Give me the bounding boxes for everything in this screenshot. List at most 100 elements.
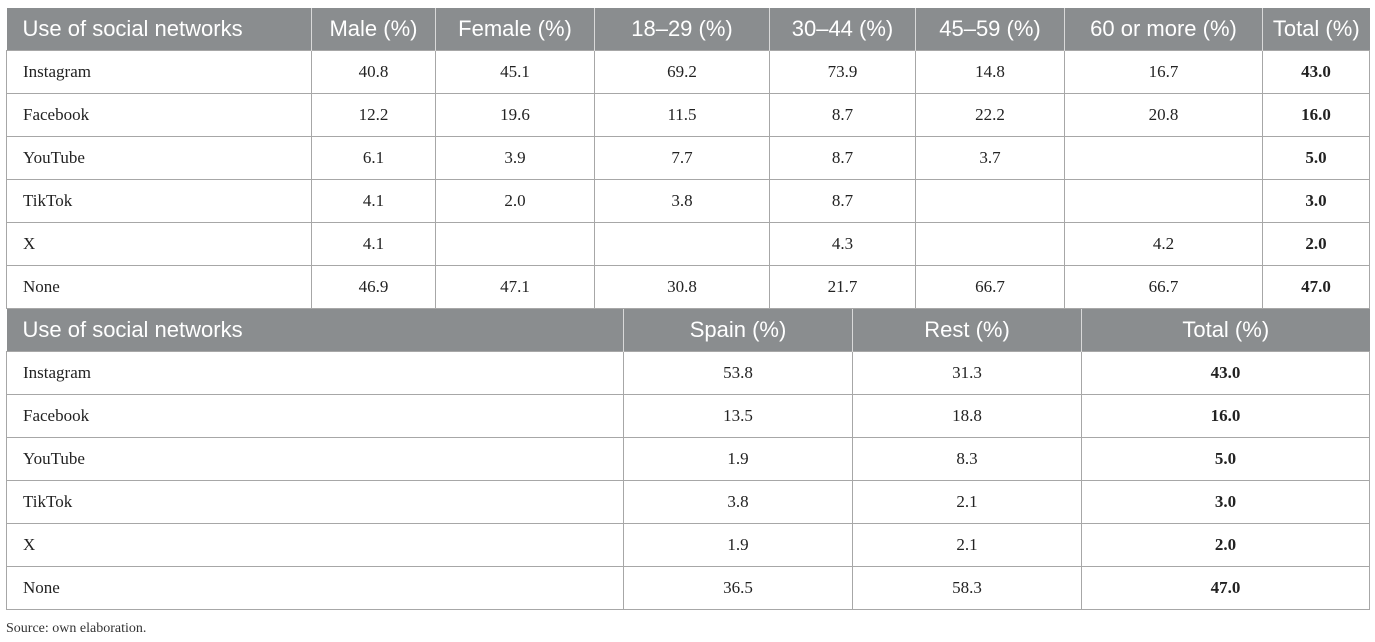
table-cell: 30.8 <box>594 265 770 309</box>
table-cell <box>435 222 595 266</box>
table-row: Instagram 40.8 45.1 69.2 73.9 14.8 16.7 43.0 <box>6 50 1370 94</box>
table-cell: 16.0 <box>1262 93 1370 137</box>
table-cell: 4.1 <box>311 179 436 223</box>
table-cell: 58.3 <box>852 566 1082 610</box>
table-cell: 8.7 <box>769 136 916 180</box>
table-row: Instagram 53.8 31.3 43.0 <box>6 351 1370 395</box>
row-label-cell: Facebook <box>6 93 312 137</box>
table-cell: 3.8 <box>594 179 770 223</box>
table-cell: 16.7 <box>1064 50 1263 94</box>
header-cell: Rest (%) <box>852 309 1082 352</box>
table-cell: 19.6 <box>435 93 595 137</box>
source-note: Source: own elaboration. <box>6 621 147 636</box>
table-cell: 40.8 <box>311 50 436 94</box>
header-cell: Female (%) <box>435 8 595 51</box>
table-row: Facebook 13.5 18.8 16.0 <box>6 394 1370 438</box>
header-cell: 45–59 (%) <box>915 8 1065 51</box>
table-cell: 18.8 <box>852 394 1082 438</box>
row-label-cell: None <box>6 265 312 309</box>
header-cell: Use of social networks <box>6 309 624 352</box>
table-cell: 5.0 <box>1081 437 1370 481</box>
table-cell: 66.7 <box>1064 265 1263 309</box>
table-cell: 43.0 <box>1262 50 1370 94</box>
table-header-row: Use of social networks Spain (%) Rest (%… <box>6 309 1370 352</box>
table-cell: 2.0 <box>1081 523 1370 567</box>
table-cell: 69.2 <box>594 50 770 94</box>
table-by-gender-age: Use of social networks Male (%) Female (… <box>6 8 1370 309</box>
table-cell: 11.5 <box>594 93 770 137</box>
header-cell: 60 or more (%) <box>1064 8 1263 51</box>
row-label-cell: X <box>6 222 312 266</box>
table-cell: 3.0 <box>1081 480 1370 524</box>
table-row: YouTube 6.1 3.9 7.7 8.7 3.7 5.0 <box>6 136 1370 180</box>
table-cell: 3.0 <box>1262 179 1370 223</box>
table-row: None 36.5 58.3 47.0 <box>6 566 1370 610</box>
header-cell: 18–29 (%) <box>594 8 770 51</box>
table-cell <box>594 222 770 266</box>
table-cell: 13.5 <box>623 394 853 438</box>
table-cell <box>1064 179 1263 223</box>
row-label-cell: Facebook <box>6 394 624 438</box>
table-cell: 2.0 <box>435 179 595 223</box>
table-cell: 47.1 <box>435 265 595 309</box>
table-row: X 4.1 4.3 4.2 2.0 <box>6 222 1370 266</box>
table-row: TikTok 4.1 2.0 3.8 8.7 3.0 <box>6 179 1370 223</box>
table-cell: 4.1 <box>311 222 436 266</box>
tables-container: Use of social networks Male (%) Female (… <box>6 8 1370 610</box>
table-cell: 47.0 <box>1262 265 1370 309</box>
table-cell: 45.1 <box>435 50 595 94</box>
table-cell: 3.7 <box>915 136 1065 180</box>
row-label-cell: TikTok <box>6 179 312 223</box>
table-cell: 8.3 <box>852 437 1082 481</box>
table-cell: 2.0 <box>1262 222 1370 266</box>
table-cell: 47.0 <box>1081 566 1370 610</box>
table-cell: 66.7 <box>915 265 1065 309</box>
header-cell: Total (%) <box>1081 309 1370 352</box>
table-cell: 43.0 <box>1081 351 1370 395</box>
table-by-country: Use of social networks Spain (%) Rest (%… <box>6 309 1370 610</box>
row-label-cell: X <box>6 523 624 567</box>
header-cell: Male (%) <box>311 8 436 51</box>
table-cell: 36.5 <box>623 566 853 610</box>
table-cell: 53.8 <box>623 351 853 395</box>
header-cell: Spain (%) <box>623 309 853 352</box>
table-cell <box>915 179 1065 223</box>
table-row: YouTube 1.9 8.3 5.0 <box>6 437 1370 481</box>
table-row: X 1.9 2.1 2.0 <box>6 523 1370 567</box>
row-label-cell: YouTube <box>6 136 312 180</box>
table-cell: 4.3 <box>769 222 916 266</box>
row-label-cell: YouTube <box>6 437 624 481</box>
table-cell: 21.7 <box>769 265 916 309</box>
table-cell: 2.1 <box>852 480 1082 524</box>
table-header-row: Use of social networks Male (%) Female (… <box>6 8 1370 51</box>
table-cell: 7.7 <box>594 136 770 180</box>
header-cell: 30–44 (%) <box>769 8 916 51</box>
table-cell: 73.9 <box>769 50 916 94</box>
table-cell: 14.8 <box>915 50 1065 94</box>
table-cell: 1.9 <box>623 523 853 567</box>
row-label-cell: Instagram <box>6 351 624 395</box>
table-cell: 22.2 <box>915 93 1065 137</box>
table-cell: 20.8 <box>1064 93 1263 137</box>
header-cell: Total (%) <box>1262 8 1370 51</box>
table-cell: 2.1 <box>852 523 1082 567</box>
table-row: Facebook 12.2 19.6 11.5 8.7 22.2 20.8 16.0 <box>6 93 1370 137</box>
table-cell: 8.7 <box>769 93 916 137</box>
table-cell: 4.2 <box>1064 222 1263 266</box>
table-cell: 5.0 <box>1262 136 1370 180</box>
row-label-cell: None <box>6 566 624 610</box>
table-cell <box>915 222 1065 266</box>
table-cell: 3.8 <box>623 480 853 524</box>
table-cell: 16.0 <box>1081 394 1370 438</box>
table-cell: 6.1 <box>311 136 436 180</box>
table-cell: 31.3 <box>852 351 1082 395</box>
table-cell: 46.9 <box>311 265 436 309</box>
table-cell: 3.9 <box>435 136 595 180</box>
table-row: None 46.9 47.1 30.8 21.7 66.7 66.7 47.0 <box>6 265 1370 309</box>
table-row: TikTok 3.8 2.1 3.0 <box>6 480 1370 524</box>
header-cell: Use of social networks <box>6 8 312 51</box>
table-cell: 1.9 <box>623 437 853 481</box>
row-label-cell: Instagram <box>6 50 312 94</box>
table-cell <box>1064 136 1263 180</box>
table-cell: 12.2 <box>311 93 436 137</box>
